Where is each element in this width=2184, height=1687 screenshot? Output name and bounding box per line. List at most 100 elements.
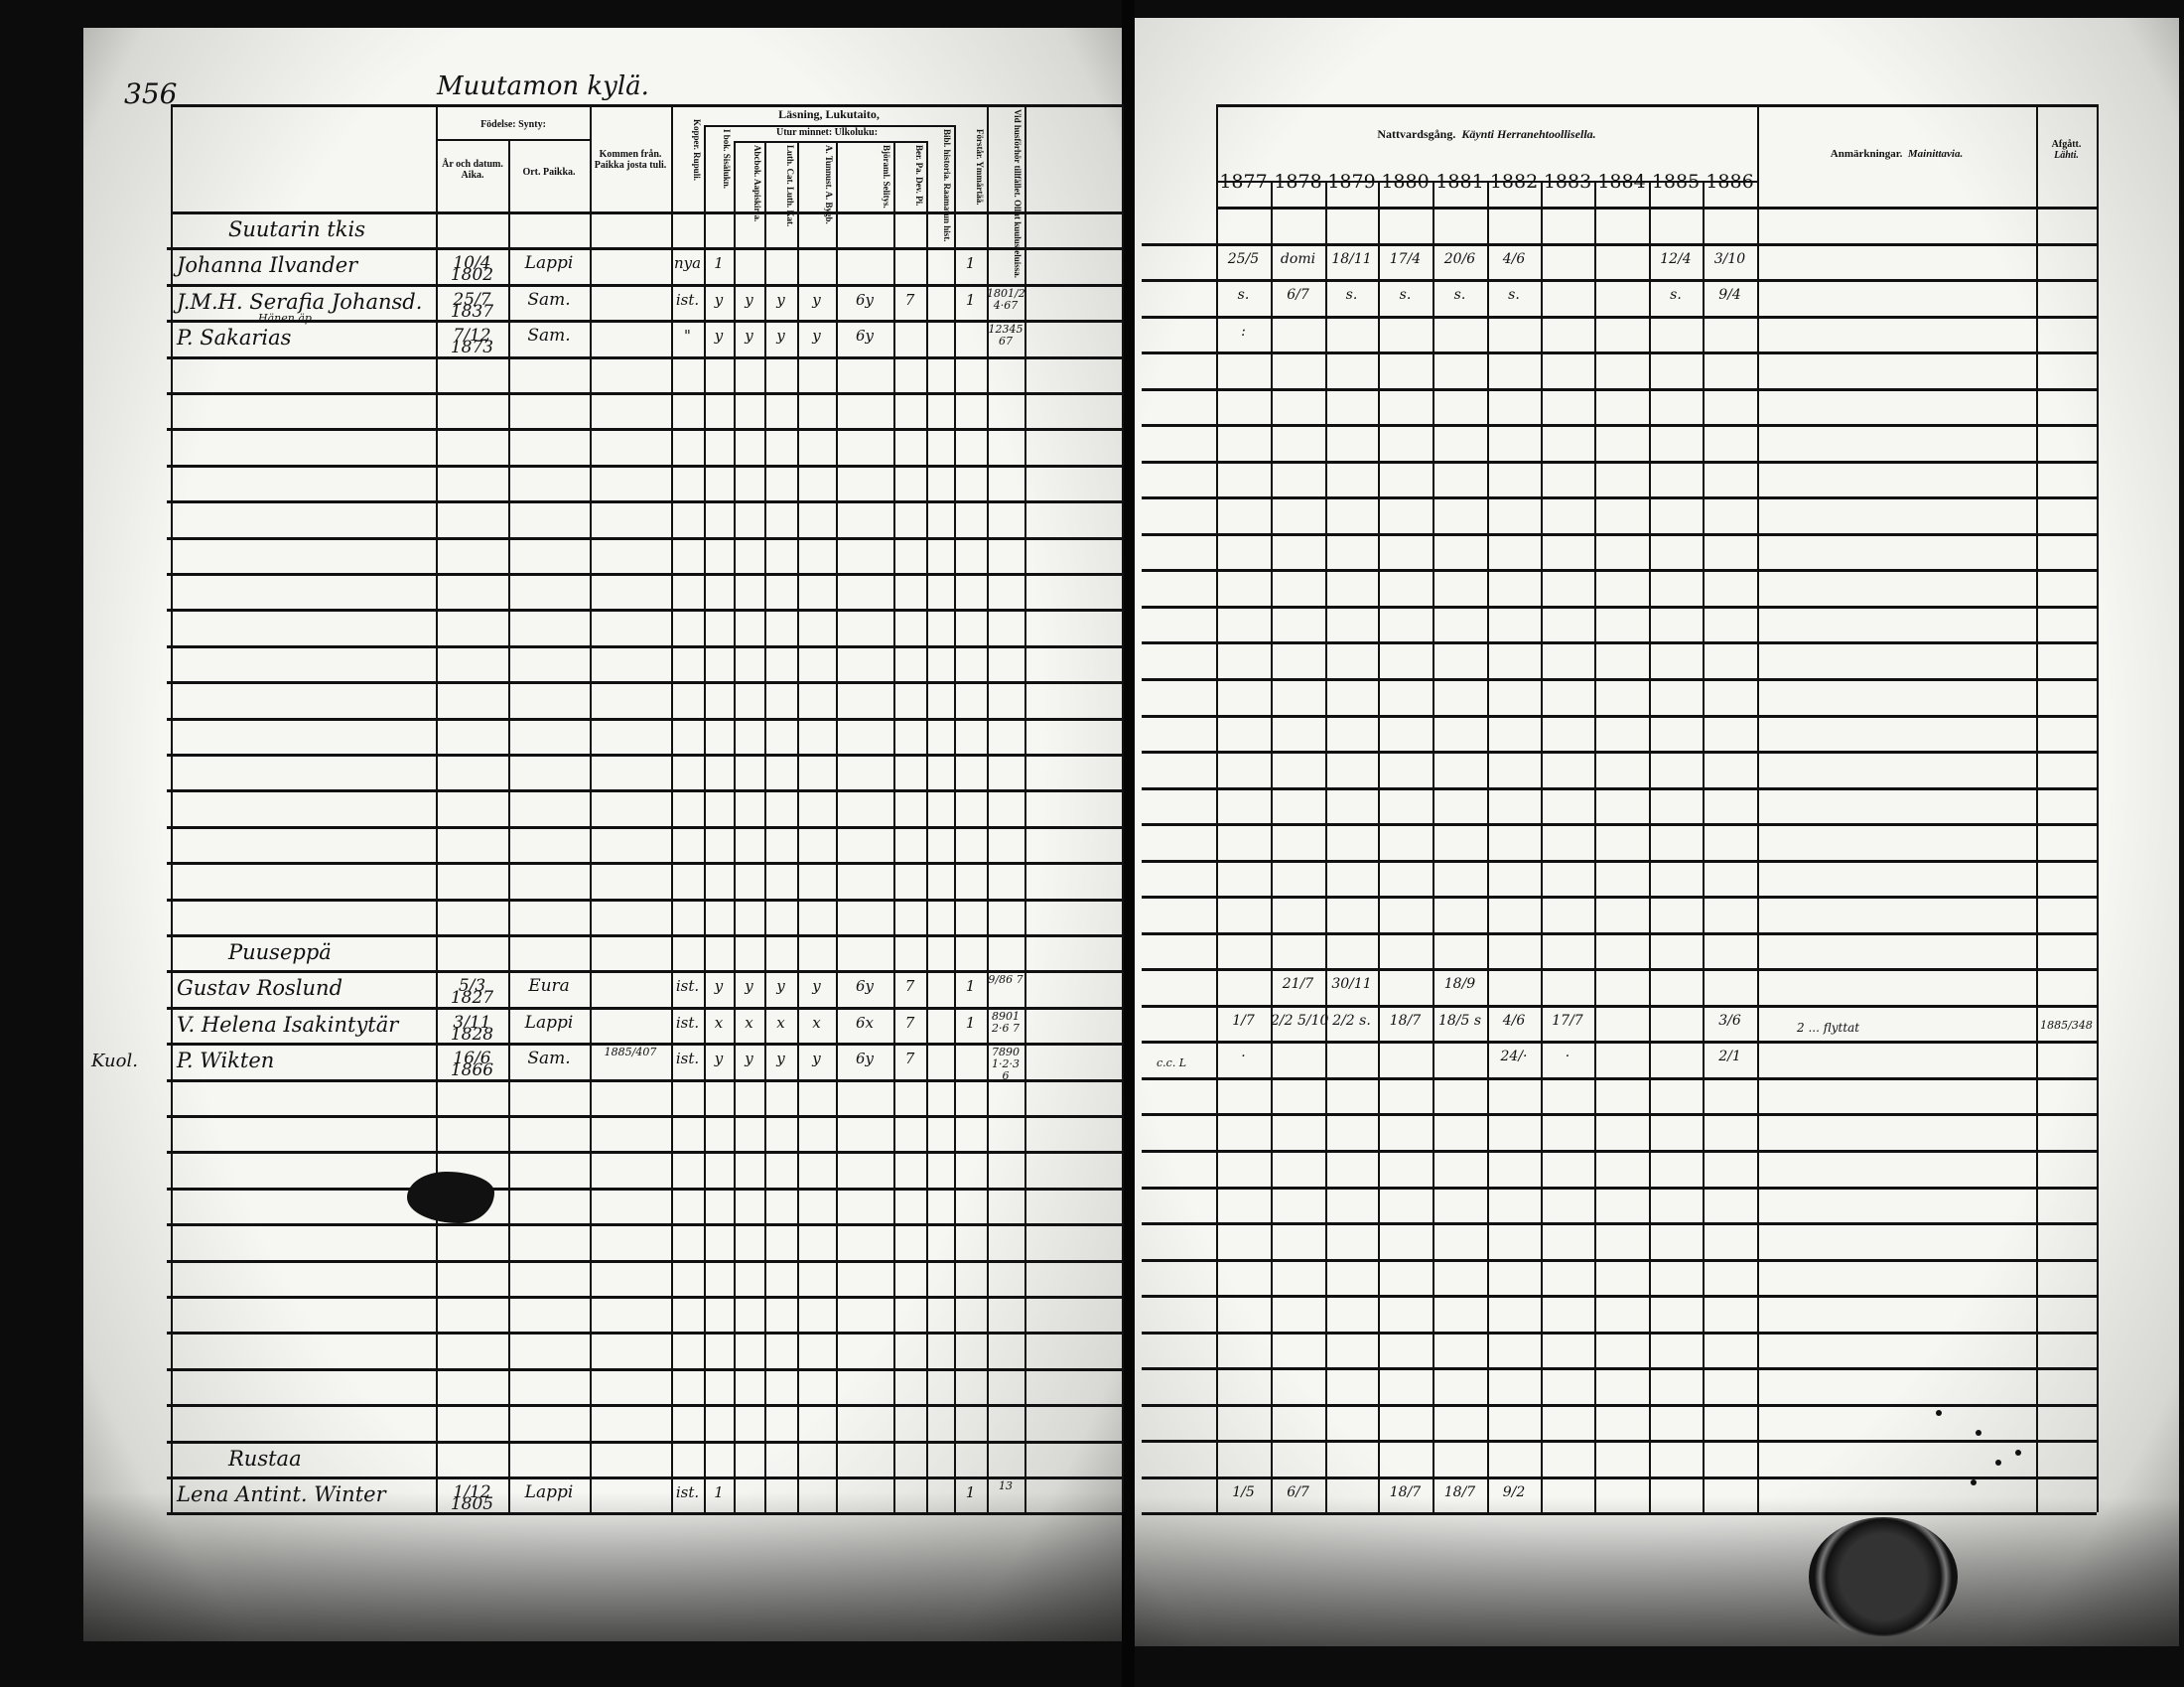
cell-value: 7 (904, 977, 915, 995)
right-row-line (1142, 932, 2097, 935)
communion-date: 17/7 (1552, 1013, 1583, 1029)
cell-value: y (714, 291, 724, 309)
right-row-line (1142, 1295, 2097, 1298)
cell-value: 1 (714, 254, 724, 272)
row-line (167, 934, 1122, 937)
column-header: Kopper. Rupuli. (692, 119, 702, 181)
right-column-line (2036, 104, 2038, 1513)
relation-note: Hänen äp. (258, 312, 316, 325)
right-column-line (1216, 104, 1218, 1513)
communion-date: 9/2 (1502, 1484, 1526, 1500)
right-row-line (1142, 1332, 2097, 1335)
row-line (167, 247, 1122, 250)
cell-value: nya (673, 254, 702, 272)
communion-date: s. (1345, 287, 1358, 303)
communion-date: 18/7 (1389, 1013, 1422, 1029)
right-table-top-line (1216, 104, 2097, 107)
ink-blot (407, 1172, 494, 1223)
communion-note: c.c. L (1157, 1056, 1187, 1069)
column-header: Bibl. historia. Raamatun hist. (942, 129, 952, 242)
cell-value: Lappi (524, 1013, 574, 1033)
cell-value: Sam. (527, 1049, 571, 1068)
right-row-line (1142, 896, 2097, 899)
cell-value: 6y (855, 291, 875, 309)
column-line (171, 104, 173, 1513)
right-column-line (1649, 181, 1651, 1513)
cell-value: 6y (855, 327, 875, 345)
row-line (167, 1404, 1122, 1407)
right-column-line (1325, 181, 1327, 1513)
right-row-line (1142, 606, 2097, 609)
cell-value: 5/3 1827 (450, 976, 494, 1008)
column-line (1024, 104, 1026, 1513)
communion-date: 12/4 (1660, 251, 1692, 267)
row-line (167, 1368, 1122, 1371)
cell-value: 6y (855, 977, 875, 995)
row-line (167, 645, 1122, 648)
communion-date: 4/6 (1502, 1013, 1526, 1029)
right-row-line (1142, 351, 2097, 354)
table-top-line (171, 104, 1122, 107)
row-line (167, 320, 1122, 323)
right-row-line (1142, 968, 2097, 971)
departed-value: 1885/348 (2040, 1019, 2093, 1032)
communion-date: : (1241, 324, 1246, 340)
row-line (167, 1007, 1122, 1010)
cell-value: 1/12 1805 (450, 1482, 494, 1514)
communion-date: 21/7 (1282, 976, 1314, 992)
year-header: 1878 (1274, 171, 1322, 193)
cell-value: y (714, 327, 724, 345)
remarks-text: 2 ... flyttat (1797, 1021, 1860, 1035)
year-header: 1882 (1489, 171, 1539, 193)
right-page (1135, 18, 2179, 1646)
year-header: 1883 (1543, 171, 1592, 193)
person-name: P. Wikten (177, 1049, 275, 1072)
communion-date: 9/4 (1718, 287, 1741, 303)
cell-value: " (684, 327, 691, 345)
household-heading: Suutarin tkis (228, 217, 366, 241)
row-line (167, 754, 1122, 757)
row-line (167, 1151, 1122, 1154)
margin-note: Kuol. (91, 1051, 138, 1071)
right-column-line (1433, 181, 1434, 1513)
cell-value: Lappi (524, 1482, 574, 1502)
row-line (167, 1476, 1122, 1479)
right-row-line (1142, 860, 2097, 863)
right-column-line (1594, 181, 1596, 1513)
row-line (167, 1043, 1122, 1046)
communion-date: 1/7 (1232, 1013, 1255, 1029)
cell-value: Sam. (527, 290, 571, 310)
right-row-line (1142, 1440, 2097, 1443)
right-row-line (1142, 1005, 2097, 1008)
cell-value: ist. (675, 1483, 700, 1501)
column-header: Luth. Cat. Luth. Kat. (785, 145, 795, 227)
right-row-line (1142, 1187, 2097, 1190)
person-name: Gustav Roslund (177, 976, 343, 1000)
book-spine (1122, 0, 1135, 1687)
cell-value: 7 (904, 1014, 915, 1032)
cell-value: 3/11 1828 (450, 1013, 494, 1045)
communion-date: 3/10 (1713, 251, 1746, 267)
cell-value: 25/7 1837 (450, 290, 494, 322)
communion-divider (1216, 181, 1757, 183)
cell-value: ist. (675, 291, 700, 309)
right-column-line (1487, 181, 1489, 1513)
row-line (167, 392, 1122, 395)
cell-value: y (812, 977, 821, 995)
cell-value: x (714, 1014, 724, 1032)
communion-date: s. (1508, 287, 1520, 303)
by-heart-divider (734, 141, 926, 143)
communion-date: 20/6 (1443, 251, 1476, 267)
cell-value: y (745, 1050, 753, 1067)
cell-value: y (776, 977, 785, 995)
right-column-line (1757, 104, 1759, 1513)
communion-date: · (1241, 1049, 1246, 1064)
right-row-line (1142, 1259, 2097, 1262)
right-row-line (1142, 461, 2097, 464)
column-line (704, 125, 706, 1513)
cell-value: 7 (904, 291, 915, 309)
header-communion-sv: Nattvardsgång. (1377, 127, 1456, 141)
communion-date: s. (1453, 287, 1466, 303)
right-row-line (1142, 316, 2097, 319)
column-line (1122, 104, 1124, 1513)
